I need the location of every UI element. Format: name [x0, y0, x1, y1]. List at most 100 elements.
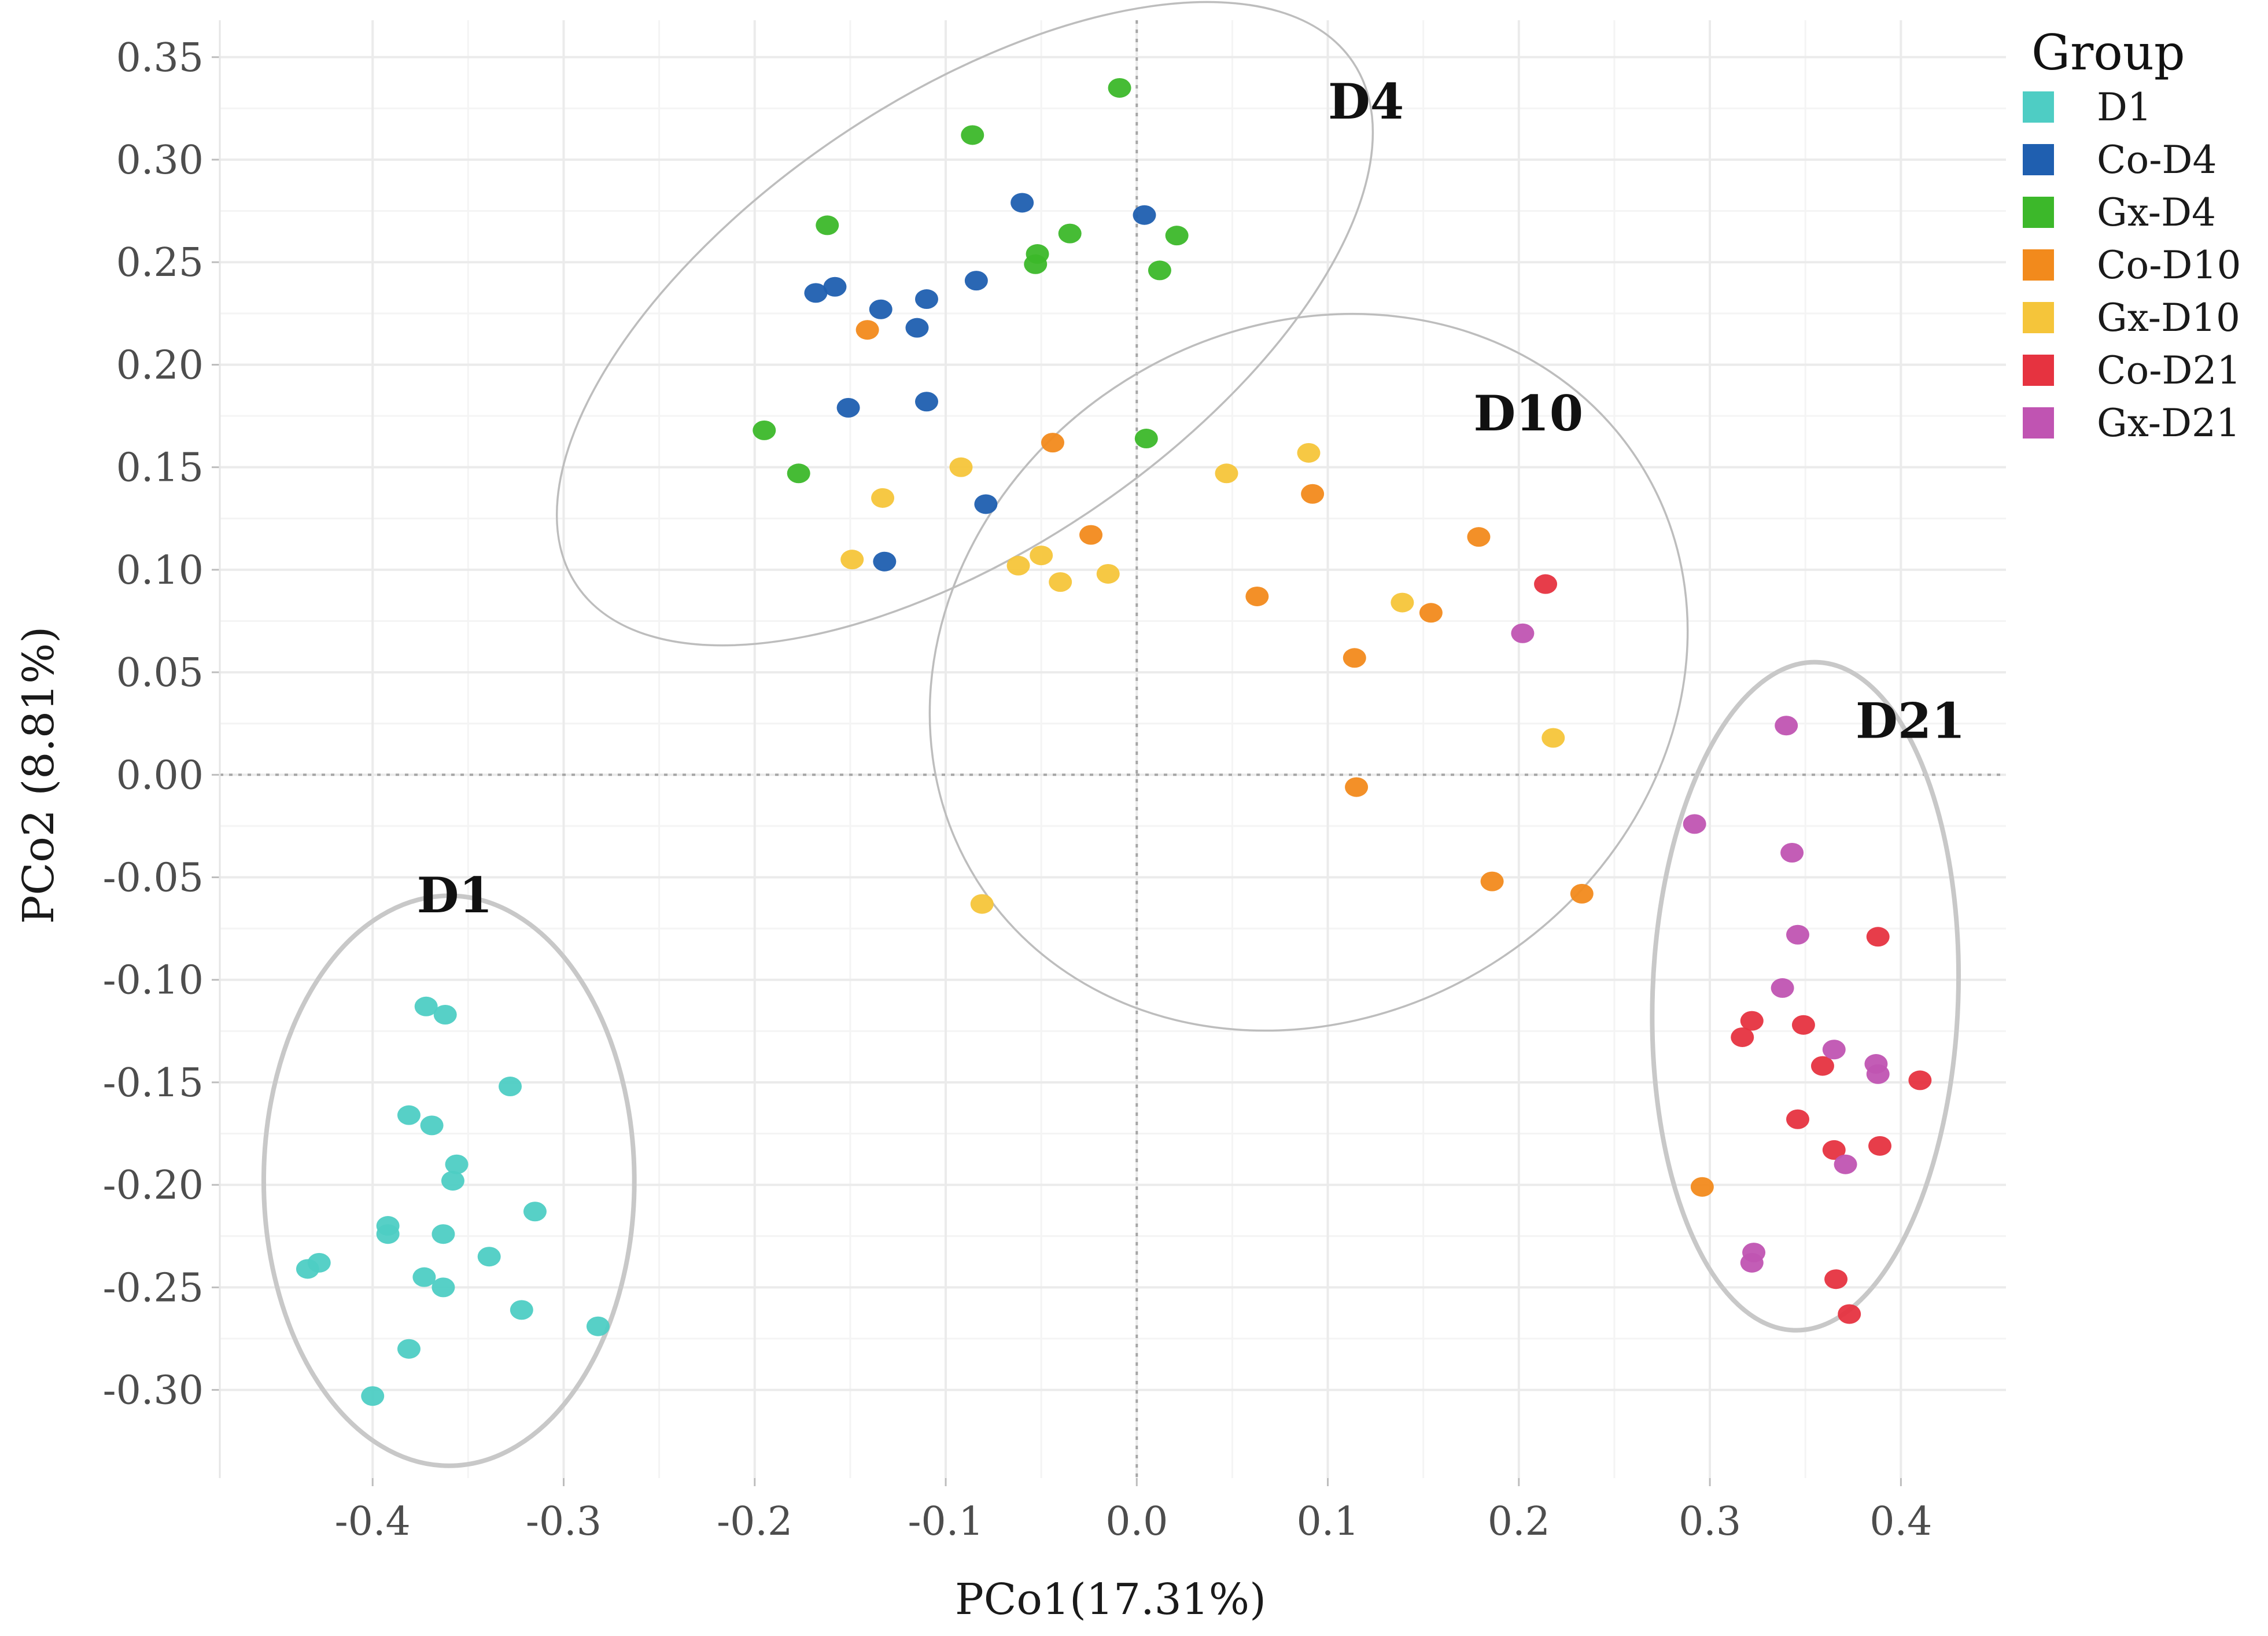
point-co-d21 — [1810, 1056, 1834, 1076]
x-tick-label: 0.1 — [1296, 1499, 1359, 1545]
point-gx-d21 — [1775, 716, 1798, 736]
point-co-d10 — [1690, 1177, 1714, 1197]
ellipse-d10 — [928, 312, 1689, 1032]
point-co-d10 — [1041, 433, 1064, 453]
y-tick-label: 0.15 — [116, 445, 204, 491]
point-gx-d21 — [1771, 978, 1794, 998]
point-d1 — [432, 1224, 455, 1244]
point-co-d4 — [914, 392, 938, 412]
legend-swatch-d1 — [2022, 90, 2055, 124]
point-gx-d4 — [1165, 226, 1189, 246]
y-tick-label: 0.10 — [116, 548, 204, 594]
point-co-d10 — [1419, 603, 1443, 623]
point-gx-d21 — [1786, 924, 1810, 945]
point-d1 — [445, 1154, 469, 1174]
point-d1 — [523, 1202, 547, 1222]
point-gx-d10 — [1215, 463, 1238, 484]
x-tick-label: -0.2 — [717, 1499, 792, 1545]
y-tick-label: -0.10 — [103, 958, 204, 1004]
x-axis-title: PCo1(17.31%) — [955, 1575, 1266, 1624]
point-gx-d10 — [1096, 563, 1120, 584]
point-gx-d21 — [1683, 814, 1706, 834]
point-co-d4 — [974, 494, 998, 514]
point-d1 — [412, 1267, 436, 1287]
point-d1 — [432, 1277, 455, 1298]
point-co-d4 — [905, 318, 929, 338]
point-gx-d4 — [961, 125, 984, 145]
point-co-d21 — [1731, 1027, 1754, 1047]
y-tick-label: 0.25 — [116, 240, 204, 286]
point-d1 — [510, 1300, 533, 1320]
point-co-d4 — [804, 283, 828, 303]
annotation-d21: D21 — [1856, 692, 1965, 750]
point-gx-d10 — [1391, 592, 1414, 613]
point-co-d21 — [1824, 1269, 1848, 1289]
point-gx-d4 — [787, 463, 810, 484]
x-tick-label: 0.2 — [1488, 1499, 1550, 1545]
point-gx-d4 — [1024, 254, 1048, 274]
grid — [220, 20, 2006, 1478]
y-tick-label: 0.05 — [116, 650, 204, 696]
legend-swatch-co-d4 — [2022, 143, 2055, 176]
point-gx-d21 — [1780, 842, 1804, 863]
x-tick-label: -0.4 — [335, 1499, 411, 1545]
point-co-d10 — [1345, 777, 1369, 797]
legend-label-d1: D1 — [2097, 85, 2152, 130]
point-co-d10 — [1570, 883, 1594, 904]
point-co-d21 — [1838, 1304, 1861, 1324]
point-gx-d4 — [1108, 78, 1131, 98]
legend-label-gx-d21: Gx-D21 — [2097, 401, 2240, 445]
point-co-d21 — [1740, 1011, 1764, 1031]
point-gx-d10 — [840, 550, 864, 570]
point-co-d10 — [1467, 527, 1491, 547]
legend-label-co-d21: Co-D21 — [2097, 348, 2241, 393]
point-co-d4 — [914, 289, 938, 309]
x-tick-label: 0.4 — [1869, 1499, 1932, 1545]
point-d1 — [441, 1171, 464, 1191]
point-co-d4 — [1133, 205, 1156, 225]
point-co-d21 — [1534, 574, 1558, 594]
point-gx-d4 — [816, 215, 839, 235]
point-gx-d10 — [1030, 546, 1053, 566]
legend-swatch-gx-d10 — [2022, 301, 2055, 334]
ellipse-d4 — [555, 1, 1374, 647]
point-co-d21 — [1786, 1109, 1810, 1129]
y-tick-label: 0.35 — [116, 35, 204, 81]
ellipse-d21 — [1650, 659, 1961, 1333]
point-gx-d10 — [949, 457, 973, 477]
point-gx-d10 — [1006, 555, 1030, 576]
point-co-d10 — [1245, 586, 1269, 606]
point-d1 — [307, 1252, 331, 1273]
point-co-d21 — [1791, 1015, 1815, 1035]
point-d1 — [414, 996, 438, 1016]
y-tick-label: 0.30 — [116, 138, 204, 183]
point-gx-d10 — [1049, 572, 1072, 592]
zero-reference-lines — [220, 20, 2006, 1478]
data-points — [296, 78, 1932, 1406]
point-gx-d10 — [970, 894, 994, 914]
point-co-d10 — [1343, 648, 1366, 668]
point-co-d10 — [1079, 525, 1103, 545]
y-tick-label: 0.20 — [116, 342, 204, 388]
point-gx-d10 — [871, 488, 895, 508]
annotation-d1: D1 — [417, 867, 493, 924]
point-d1 — [361, 1386, 385, 1406]
cluster-ellipses — [261, 1, 1961, 1468]
y-axis-title: PCo2 (8.81%) — [14, 627, 64, 924]
point-gx-d21 — [1511, 623, 1535, 643]
y-tick-label: -0.30 — [103, 1368, 204, 1414]
point-co-d4 — [869, 299, 893, 319]
point-co-d4 — [836, 397, 860, 418]
point-gx-d10 — [1297, 443, 1321, 463]
point-co-d21 — [1908, 1070, 1932, 1090]
point-gx-d4 — [753, 420, 776, 440]
point-co-d4 — [1011, 193, 1034, 213]
point-d1 — [397, 1339, 421, 1359]
legend-swatch-co-d10 — [2022, 248, 2055, 282]
legend-label-gx-d4: Gx-D4 — [2097, 190, 2216, 235]
x-tick-label: -0.1 — [908, 1499, 983, 1545]
point-d1 — [499, 1077, 522, 1097]
legend-label-co-d10: Co-D10 — [2097, 243, 2241, 288]
y-tick-label: -0.25 — [103, 1265, 204, 1311]
